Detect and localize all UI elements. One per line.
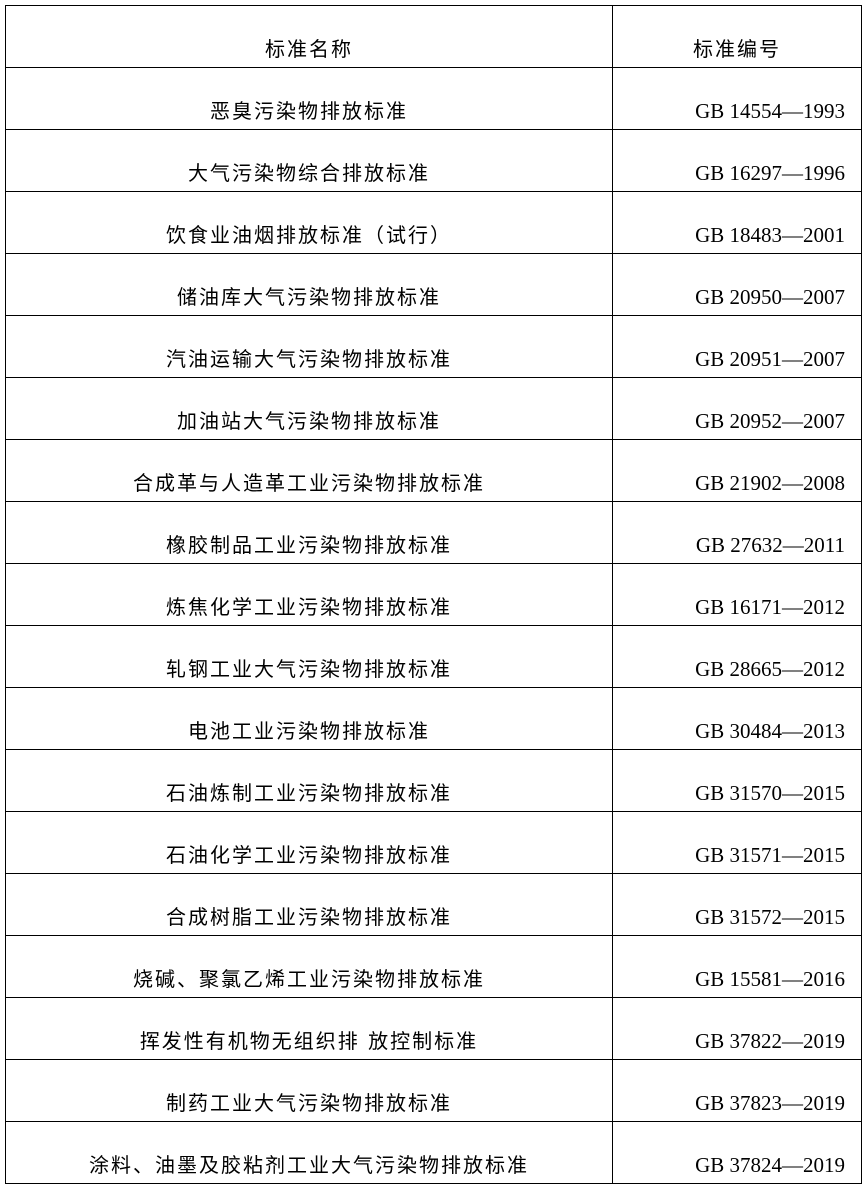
standard-code-cell: GB 21902—2008 [612, 439, 862, 502]
table-row: 涂料、油墨及胶粘剂工业大气污染物排放标准 GB 37824—2019 [5, 1121, 862, 1184]
table-row: 合成革与人造革工业污染物排放标准 GB 21902—2008 [5, 439, 862, 502]
table-row: 挥发性有机物无组织排 放控制标准 GB 37822—2019 [5, 997, 862, 1060]
standard-code-cell: GB 16297—1996 [612, 129, 862, 192]
standard-code-cell: GB 31572—2015 [612, 873, 862, 936]
standard-name-cell: 炼焦化学工业污染物排放标准 [5, 563, 613, 626]
standard-code-cell: GB 18483—2001 [612, 191, 862, 254]
table-row: 大气污染物综合排放标准 GB 16297—1996 [5, 129, 862, 192]
standard-name-cell: 恶臭污染物排放标准 [5, 67, 613, 130]
standard-name-cell: 合成革与人造革工业污染物排放标准 [5, 439, 613, 502]
standard-name-cell: 涂料、油墨及胶粘剂工业大气污染物排放标准 [5, 1121, 613, 1184]
standard-code-cell: GB 31571—2015 [612, 811, 862, 874]
table-row: 石油炼制工业污染物排放标准 GB 31570—2015 [5, 749, 862, 812]
standard-name-cell: 烧碱、聚氯乙烯工业污染物排放标准 [5, 935, 613, 998]
table-row: 制药工业大气污染物排放标准 GB 37823—2019 [5, 1059, 862, 1122]
standard-name-cell: 加油站大气污染物排放标准 [5, 377, 613, 440]
table-header-row: 标准名称 标准编号 [5, 5, 862, 68]
standard-code-cell: GB 37822—2019 [612, 997, 862, 1060]
standard-name-cell: 轧钢工业大气污染物排放标准 [5, 625, 613, 688]
table-row: 炼焦化学工业污染物排放标准 GB 16171—2012 [5, 563, 862, 626]
standard-name-cell: 电池工业污染物排放标准 [5, 687, 613, 750]
table-row: 汽油运输大气污染物排放标准 GB 20951—2007 [5, 315, 862, 378]
table-row: 烧碱、聚氯乙烯工业污染物排放标准 GB 15581—2016 [5, 935, 862, 998]
table-row: 轧钢工业大气污染物排放标准 GB 28665—2012 [5, 625, 862, 688]
standard-code-cell: GB 30484—2013 [612, 687, 862, 750]
table-row: 橡胶制品工业污染物排放标准 GB 27632—2011 [5, 501, 862, 564]
standard-name-cell: 储油库大气污染物排放标准 [5, 253, 613, 316]
header-standard-name: 标准名称 [5, 5, 613, 68]
standard-name-cell: 制药工业大气污染物排放标准 [5, 1059, 613, 1122]
standard-code-cell: GB 27632—2011 [612, 501, 862, 564]
standard-code-cell: GB 20951—2007 [612, 315, 862, 378]
standard-name-cell: 合成树脂工业污染物排放标准 [5, 873, 613, 936]
table-row: 加油站大气污染物排放标准 GB 20952—2007 [5, 377, 862, 440]
table-row: 储油库大气污染物排放标准 GB 20950—2007 [5, 253, 862, 316]
standard-code-cell: GB 37823—2019 [612, 1059, 862, 1122]
standard-name-cell: 大气污染物综合排放标准 [5, 129, 613, 192]
standard-code-cell: GB 20952—2007 [612, 377, 862, 440]
standard-code-cell: GB 28665—2012 [612, 625, 862, 688]
standard-name-cell: 挥发性有机物无组织排 放控制标准 [5, 997, 613, 1060]
table-row: 电池工业污染物排放标准 GB 30484—2013 [5, 687, 862, 750]
table-row: 饮食业油烟排放标准（试行） GB 18483—2001 [5, 191, 862, 254]
standard-code-cell: GB 37824—2019 [612, 1121, 862, 1184]
standard-code-cell: GB 31570—2015 [612, 749, 862, 812]
header-standard-code: 标准编号 [612, 5, 862, 68]
standard-name-cell: 饮食业油烟排放标准（试行） [5, 191, 613, 254]
standard-name-cell: 石油炼制工业污染物排放标准 [5, 749, 613, 812]
standard-name-cell: 石油化学工业污染物排放标准 [5, 811, 613, 874]
standard-code-cell: GB 14554—1993 [612, 67, 862, 130]
standard-code-cell: GB 15581—2016 [612, 935, 862, 998]
standard-name-cell: 橡胶制品工业污染物排放标准 [5, 501, 613, 564]
standard-code-cell: GB 20950—2007 [612, 253, 862, 316]
table-row: 石油化学工业污染物排放标准 GB 31571—2015 [5, 811, 862, 874]
table-row: 合成树脂工业污染物排放标准 GB 31572—2015 [5, 873, 862, 936]
standard-name-cell: 汽油运输大气污染物排放标准 [5, 315, 613, 378]
table-row: 恶臭污染物排放标准 GB 14554—1993 [5, 67, 862, 130]
standard-code-cell: GB 16171—2012 [612, 563, 862, 626]
standards-table: 标准名称 标准编号 恶臭污染物排放标准 GB 14554—1993 大气污染物综合排… [5, 5, 862, 1184]
